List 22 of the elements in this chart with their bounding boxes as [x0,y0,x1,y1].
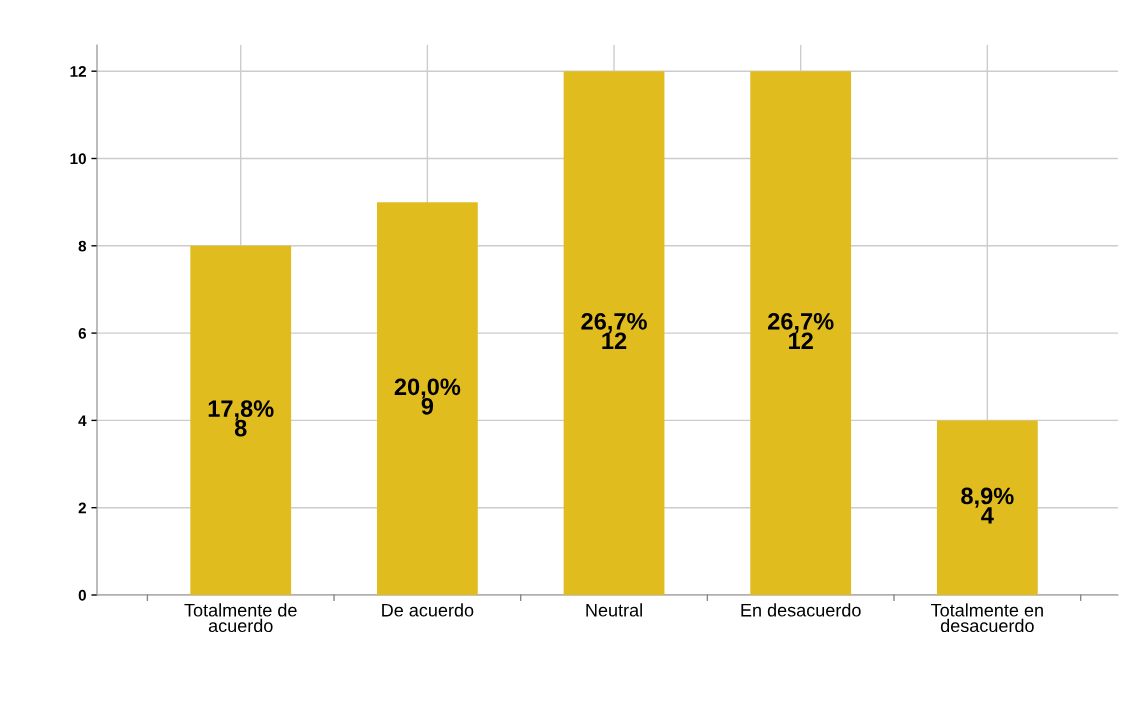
y-tick-label: 2 [78,502,86,514]
y-tick-label: 6 [78,327,87,339]
bar [376,202,478,595]
bar [936,420,1038,595]
y-tick-label: 12 [70,66,86,77]
bar [750,71,852,595]
bar [190,245,292,595]
data-label: 8,9% 4 [961,487,1014,524]
bar [563,71,665,595]
data-label: 26,7% 12 [768,312,834,349]
data-label: 17,8% 8 [208,400,274,437]
y-tick-label: 10 [70,153,86,165]
y-tick-label: 4 [78,415,87,426]
x-tick-label: Totalmente en desacuerdo [931,603,1043,633]
x-tick-label: Totalmente de acuerdo [184,603,297,633]
x-tick-label: Neutral [586,603,642,617]
data-label: 20,0% 9 [394,378,461,415]
x-tick-label: En desacuerdo [741,603,861,617]
y-tick-label: 8 [78,240,87,252]
x-tick-label: De acuerdo [382,603,474,617]
data-label: 26,7% 12 [581,312,647,349]
y-tick-label: 0 [78,589,86,601]
